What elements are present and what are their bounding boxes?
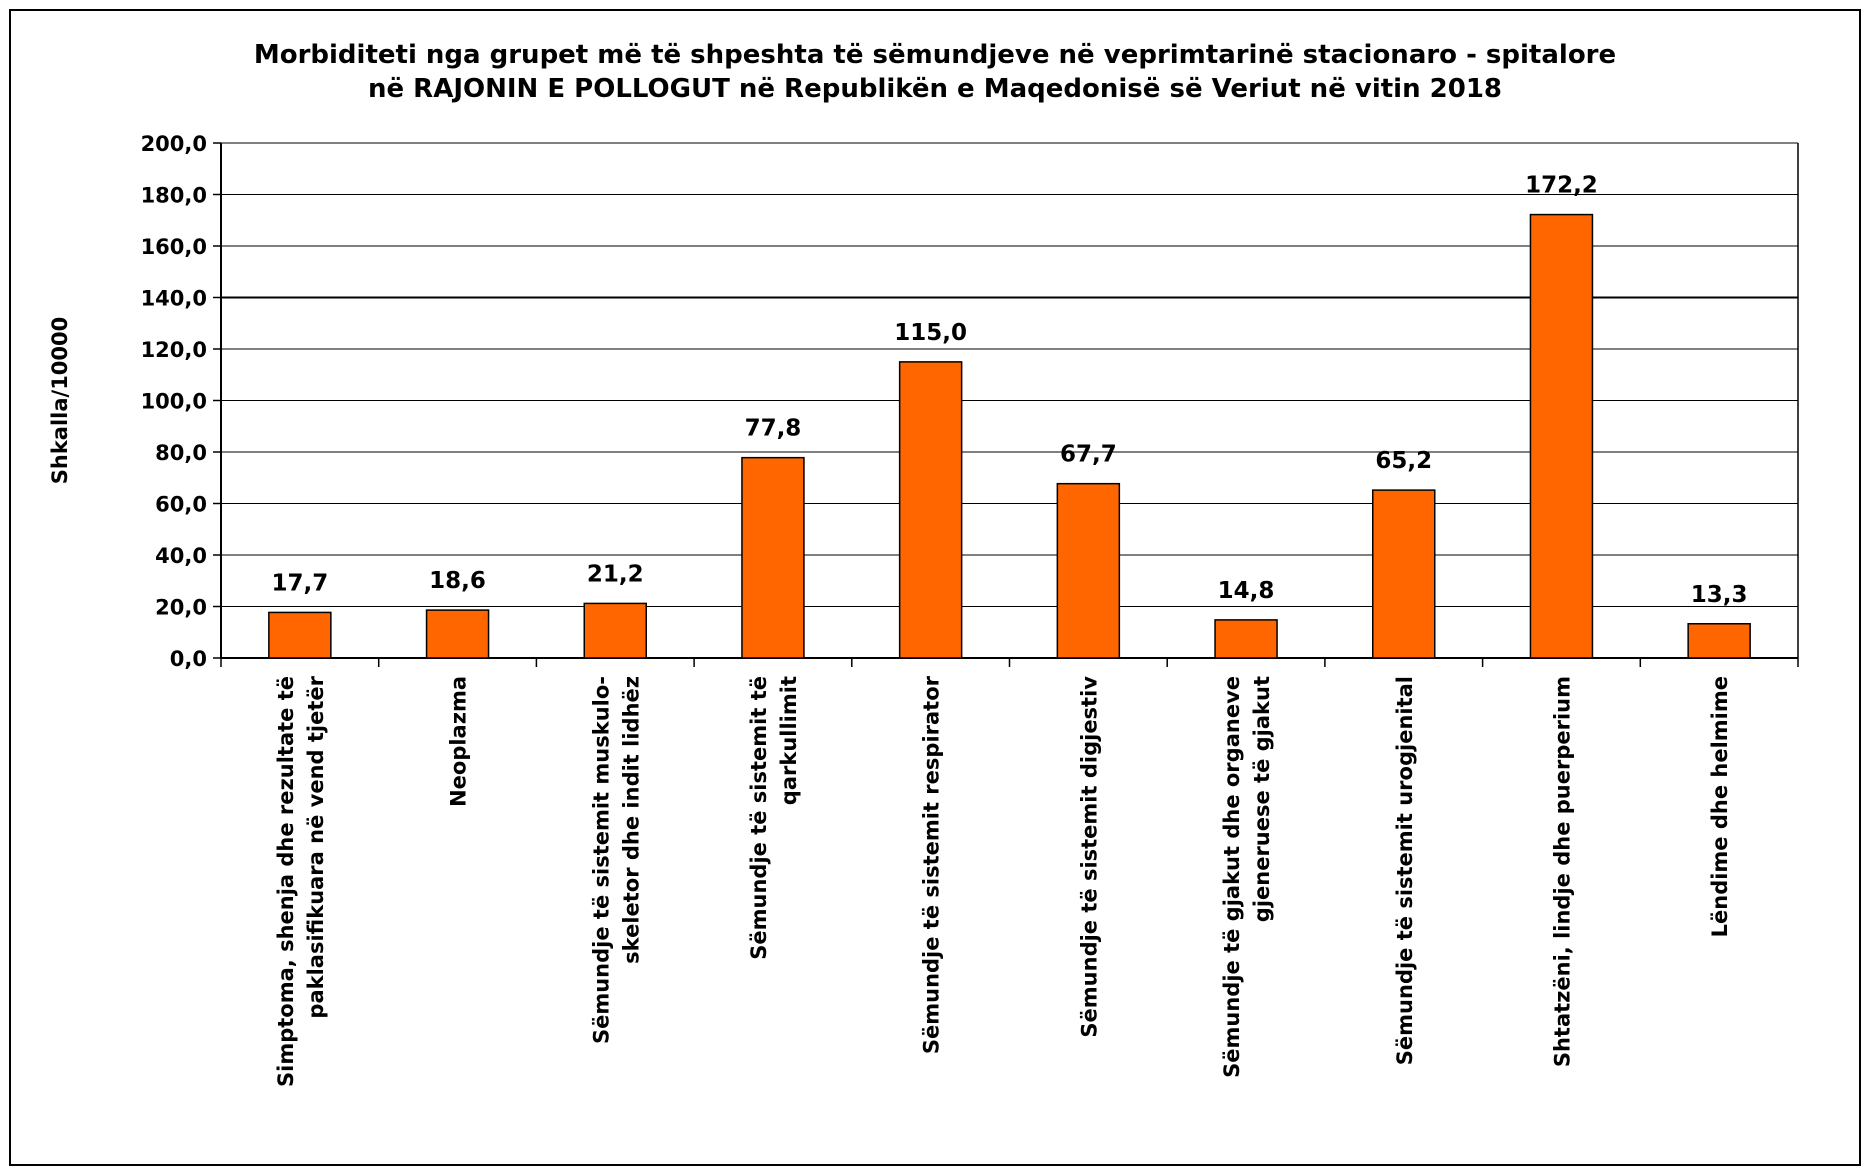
- bar-value-label: 13,3: [1691, 582, 1748, 608]
- y-tick-label: 200,0: [141, 132, 207, 156]
- y-tick-label: 120,0: [141, 338, 207, 362]
- bar: [425, 609, 490, 659]
- bar: [268, 611, 332, 659]
- bar: [1214, 619, 1278, 659]
- x-category-label: qarkullimit: [777, 676, 801, 805]
- bar-value-label: 65,2: [1375, 448, 1432, 474]
- x-category-label: Sëmundje të sistemit digjestiv: [1077, 676, 1101, 1038]
- x-category-label: paklasifikuara në vend tjetër: [304, 675, 328, 1018]
- bar: [1529, 213, 1594, 659]
- y-tick-label: 160,0: [141, 235, 207, 259]
- x-category-label: gjeneruese të gjakut: [1250, 676, 1274, 922]
- y-tick-label: 40,0: [155, 544, 207, 568]
- bar: [898, 361, 963, 659]
- bar: [1687, 623, 1751, 659]
- x-category-label: Simptoma, shenja dhe rezultate të: [274, 676, 298, 1087]
- x-category-label: Sëmundje të sistemit respirator: [920, 675, 944, 1054]
- figure-border: [9, 9, 1861, 1166]
- y-tick-label: 60,0: [155, 493, 207, 517]
- y-tick-label: 20,0: [155, 596, 207, 620]
- y-tick-label: 80,0: [155, 441, 207, 465]
- bar-value-label: 67,7: [1060, 442, 1117, 468]
- x-category-label: Sëmundje të sistemit të: [747, 676, 771, 960]
- bar: [741, 456, 805, 659]
- x-category-label: Sëmundje të sistemit muskulo-: [589, 676, 613, 1044]
- x-category-label: Sëmundje të sistemit urogjenital: [1393, 676, 1417, 1065]
- bar-value-label: 172,2: [1525, 173, 1598, 199]
- y-axis-title: Shkalla/10000: [48, 317, 72, 485]
- x-category-label: skeletor dhe indit lidhëz: [619, 676, 643, 964]
- bar-value-label: 18,6: [429, 568, 486, 594]
- y-tick-label: 180,0: [141, 184, 207, 208]
- bar-value-label: 14,8: [1218, 578, 1275, 604]
- x-category-label: Shtatzëni, lindje dhe puerperium: [1550, 676, 1574, 1067]
- bar-value-label: 21,2: [587, 561, 644, 587]
- y-tick-label: 100,0: [141, 390, 207, 414]
- bar: [1056, 482, 1121, 659]
- x-category-label: Sëmundje të gjakut dhe organeve: [1220, 676, 1244, 1078]
- x-category-label: Lëndime dhe helmime: [1708, 676, 1732, 937]
- bar-value-label: 17,7: [271, 570, 328, 596]
- bar: [1372, 489, 1436, 659]
- y-tick-label: 0,0: [170, 647, 207, 671]
- bar: [583, 602, 647, 659]
- chart-title-line2: në RAJONIN E POLLOGUT në Republikën e Ma…: [367, 74, 1503, 104]
- y-tick-label: 140,0: [141, 287, 207, 311]
- bar-value-label: 115,0: [894, 320, 967, 346]
- chart-title-line1: Morbiditeti nga grupet më të shpeshta të…: [253, 40, 1617, 70]
- bar-value-label: 77,8: [745, 416, 802, 442]
- x-category-label: Neoplazma: [447, 676, 471, 807]
